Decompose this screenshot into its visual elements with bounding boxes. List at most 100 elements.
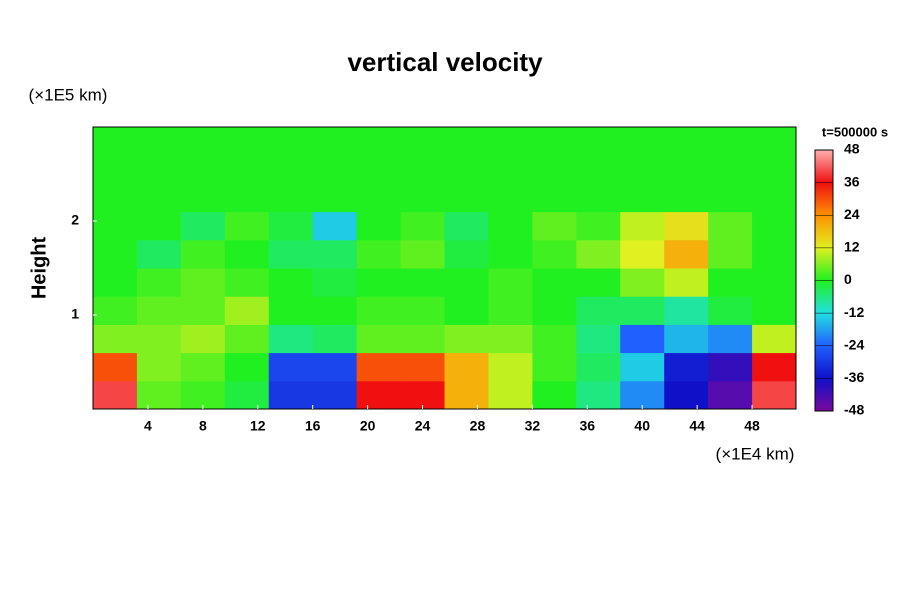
heat-cell <box>400 324 445 354</box>
heat-cell <box>268 380 314 410</box>
heat-cell <box>312 268 358 297</box>
x-tick-label: 4 <box>144 418 152 434</box>
heat-cell <box>312 296 358 325</box>
x-tick-label: 16 <box>305 418 321 434</box>
heat-cell <box>224 324 270 354</box>
heat-cell <box>444 324 489 354</box>
heat-cell <box>93 380 138 410</box>
x-tick-label: 44 <box>689 418 705 434</box>
heat-cell <box>268 239 314 269</box>
heat-cell <box>620 268 665 297</box>
heat-cell <box>532 211 577 241</box>
heat-cell <box>752 380 797 410</box>
x-tick-label: 24 <box>415 418 431 434</box>
heat-cell <box>268 211 314 241</box>
heat-cell <box>444 155 489 184</box>
y-units: (×1E5 km) <box>29 85 108 104</box>
chart-title: vertical velocity <box>347 47 543 77</box>
heat-cell <box>708 268 753 297</box>
heat-cell <box>664 352 709 382</box>
heat-cell <box>664 155 709 184</box>
heat-cell <box>93 239 138 269</box>
heat-cell <box>620 127 665 156</box>
heat-cell <box>708 155 753 184</box>
heat-cell <box>488 183 533 213</box>
heat-cell <box>180 211 226 241</box>
heat-cell <box>136 239 182 269</box>
heat-cell <box>488 127 533 156</box>
heat-cell <box>444 268 489 297</box>
heat-cell <box>312 380 358 410</box>
heat-cell <box>708 352 753 382</box>
heat-cell <box>356 352 402 382</box>
colorbar-tick-label: 48 <box>844 141 860 157</box>
heat-cell <box>356 183 402 213</box>
heat-cell <box>532 324 577 354</box>
x-tick-label: 8 <box>199 418 207 434</box>
heat-cell <box>620 211 665 241</box>
heat-cell <box>136 380 182 410</box>
heat-cell <box>576 380 621 410</box>
heat-cell <box>180 380 226 410</box>
heat-cell <box>488 211 533 241</box>
heat-cell <box>488 239 533 269</box>
x-tick-label: 48 <box>744 418 760 434</box>
heat-cell <box>93 211 138 241</box>
heat-cell <box>444 183 489 213</box>
heat-cell <box>752 211 797 241</box>
heat-cell <box>444 127 489 156</box>
x-tick-label: 36 <box>580 418 596 434</box>
y-tick-label: 1 <box>71 306 79 322</box>
heat-cell <box>444 239 489 269</box>
heat-cell <box>576 324 621 354</box>
heat-cell <box>400 296 445 325</box>
heat-cell <box>532 268 577 297</box>
heat-cell <box>180 155 226 184</box>
x-tick-label: 28 <box>470 418 486 434</box>
heat-cell <box>664 127 709 156</box>
heat-cell <box>224 239 270 269</box>
heat-cell <box>400 352 445 382</box>
heat-cell <box>708 183 753 213</box>
y-tick-label: 2 <box>71 212 79 228</box>
heat-cell <box>224 268 270 297</box>
heat-cell <box>93 268 138 297</box>
heat-cell <box>664 296 709 325</box>
heat-cell <box>268 268 314 297</box>
heat-cell <box>444 211 489 241</box>
x-tick-label: 20 <box>360 418 376 434</box>
heat-cell <box>664 239 709 269</box>
heat-cell <box>400 211 445 241</box>
heat-cell <box>708 127 753 156</box>
heat-cell <box>488 296 533 325</box>
heat-cell <box>488 352 533 382</box>
heat-cell <box>268 352 314 382</box>
heat-cell <box>400 127 445 156</box>
heat-cell <box>620 296 665 325</box>
heat-cell <box>224 183 270 213</box>
heat-cell <box>356 268 402 297</box>
heat-cell <box>136 127 182 156</box>
heat-cell <box>356 155 402 184</box>
heat-cell <box>400 239 445 269</box>
heat-cell <box>312 239 358 269</box>
heat-cell <box>312 183 358 213</box>
heat-cell <box>576 296 621 325</box>
heat-cell <box>180 239 226 269</box>
heat-cell <box>136 268 182 297</box>
heat-cell <box>400 380 445 410</box>
heat-cell <box>664 183 709 213</box>
heat-cell <box>532 352 577 382</box>
heat-cell <box>488 380 533 410</box>
heat-cell <box>752 296 797 325</box>
heat-cell <box>356 380 402 410</box>
heat-cell <box>752 239 797 269</box>
heat-cell <box>400 155 445 184</box>
heat-cell <box>620 380 665 410</box>
colorbar-tick-label: -12 <box>844 304 864 320</box>
heat-cell <box>752 183 797 213</box>
heat-cell <box>312 352 358 382</box>
heat-cell <box>488 324 533 354</box>
heat-cell <box>312 155 358 184</box>
